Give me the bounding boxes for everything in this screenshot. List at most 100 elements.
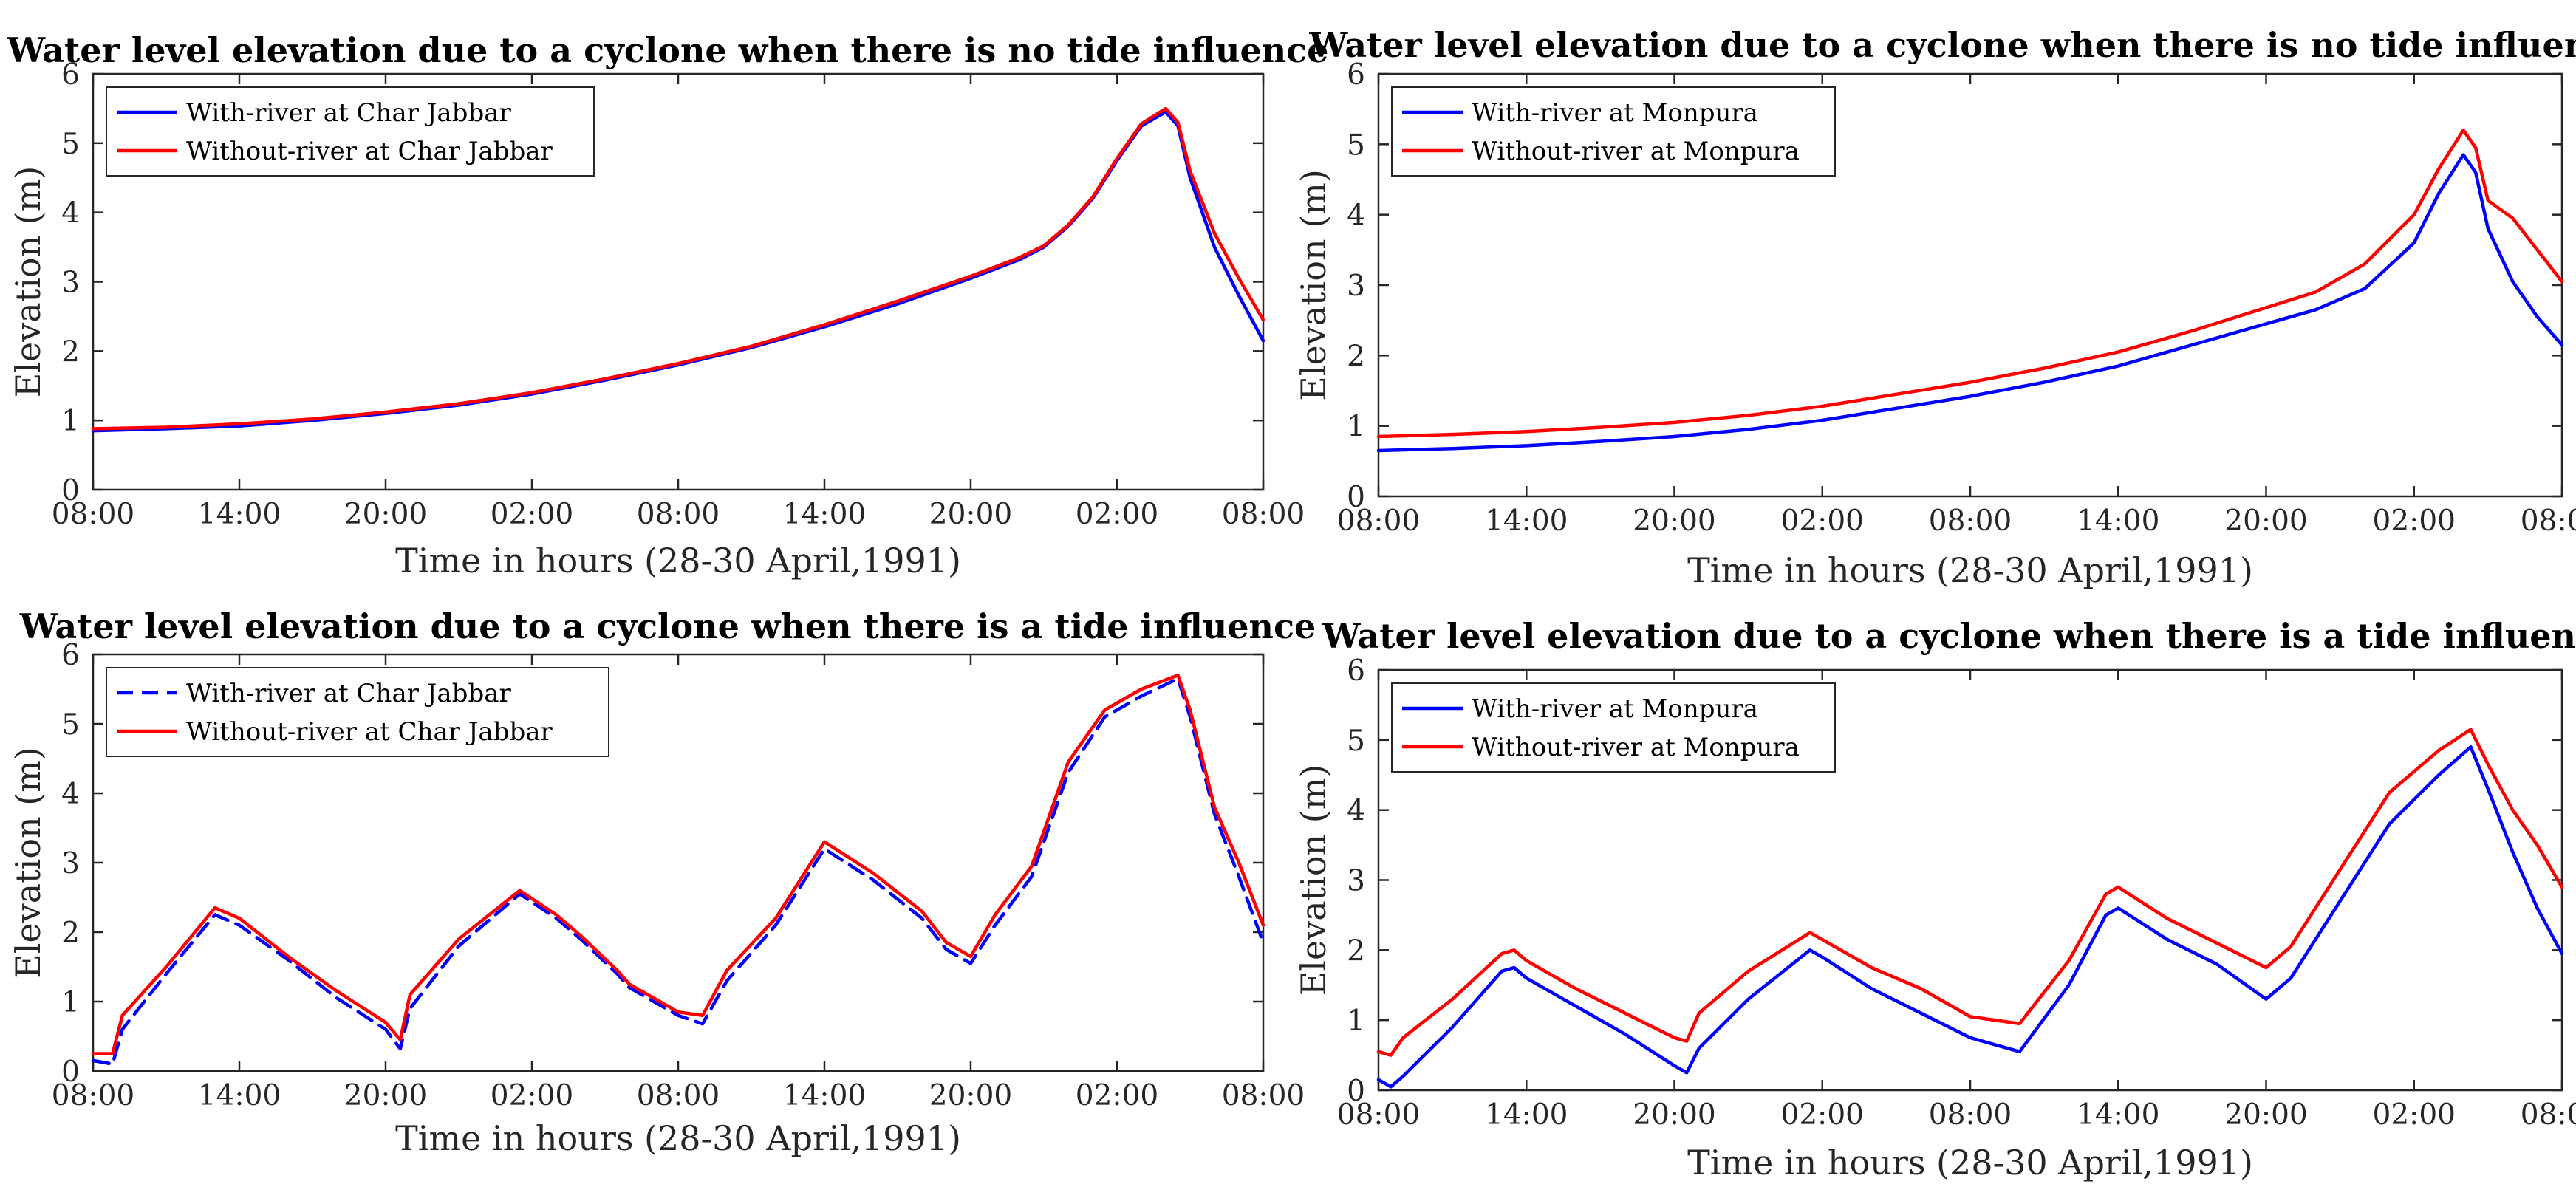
legend: With-river at Monpura Without-river at Mo… [1391, 86, 1836, 177]
x-tick-label: 20:00 [2224, 1098, 2307, 1132]
x-tick-label: 14:00 [2077, 504, 2159, 538]
x-tick-label: 20:00 [2224, 504, 2307, 538]
x-tick-label: 20:00 [929, 498, 1012, 531]
legend-box [1391, 682, 1836, 773]
y-tick-label: 6 [1347, 654, 1365, 688]
legend: With-river at Monpura Without-river at Mo… [1391, 682, 1836, 773]
x-tick-label: 08:00 [2521, 1098, 2576, 1132]
chart-panel-2: Water level elevation due to a cyclone w… [1294, 25, 2576, 590]
chart-title: Water level elevation due to a cyclone w… [7, 30, 1329, 70]
x-tick-label: 14:00 [1485, 1098, 1568, 1132]
x-tick-label: 08:00 [52, 498, 134, 531]
x-tick-label: 14:00 [198, 498, 281, 531]
y-tick-label: 4 [1347, 199, 1365, 233]
y-tick-label: 1 [1347, 411, 1365, 444]
x-axis-label: Time in hours (28-30 April,1991) [395, 541, 961, 581]
legend-label: Without-river at Monpura [1472, 733, 1800, 762]
y-tick-label: 4 [61, 778, 80, 811]
y-tick-label: 1 [61, 405, 80, 438]
x-tick-label: 08:00 [1929, 504, 2012, 538]
x-tick-label: 08:00 [52, 1079, 134, 1112]
x-tick-label: 20:00 [929, 1079, 1012, 1112]
x-tick-label: 20:00 [344, 1079, 427, 1112]
y-tick-label: 2 [1347, 340, 1365, 373]
y-tick-label: 3 [1347, 270, 1365, 303]
y-axis-label: Elevation (m) [1294, 764, 1333, 996]
y-axis-label: Elevation (m) [1294, 169, 1333, 401]
y-tick-label: 5 [1347, 725, 1365, 758]
y-tick-label: 2 [61, 917, 80, 950]
x-tick-label: 02:00 [2373, 504, 2456, 538]
chart-panel-1: Water level elevation due to a cyclone w… [7, 30, 1329, 581]
y-tick-label: 0 [1347, 481, 1365, 514]
x-tick-label: 02:00 [1781, 504, 1864, 538]
x-tick-label: 08:00 [1222, 498, 1305, 531]
x-tick-label: 08:00 [1222, 1079, 1305, 1112]
y-tick-label: 4 [61, 197, 80, 230]
y-tick-label: 4 [1347, 795, 1365, 828]
series-line-without-river [1376, 129, 2564, 439]
legend-label: Without-river at Monpura [1472, 137, 1800, 166]
legend-label: Without-river at Char Jabbar [186, 717, 553, 747]
x-tick-label: 08:00 [2521, 504, 2576, 538]
x-tick-label: 02:00 [1076, 498, 1158, 531]
x-axis-label: Time in hours (28-30 April,1991) [1687, 550, 2253, 590]
y-tick-label: 2 [1347, 934, 1365, 968]
x-tick-label: 08:00 [637, 498, 720, 531]
x-tick-label: 02:00 [1076, 1079, 1158, 1112]
series-line-without-river [1376, 728, 2564, 1057]
x-tick-label: 08:00 [1337, 504, 1420, 538]
y-tick-label: 3 [61, 267, 80, 300]
legend-label: With-river at Char Jabbar [186, 98, 511, 128]
series-line-with-river [1376, 745, 2564, 1089]
x-tick-label: 02:00 [491, 498, 573, 531]
legend-box [106, 86, 595, 177]
y-tick-label: 6 [61, 58, 80, 92]
x-tick-label: 08:00 [1929, 1098, 2012, 1132]
x-tick-label: 02:00 [491, 1079, 573, 1112]
x-tick-label: 02:00 [1781, 1098, 1864, 1132]
chart-title: Water level elevation due to a cyclone w… [1309, 25, 2576, 65]
x-tick-label: 14:00 [783, 1079, 866, 1112]
x-axis-label: Time in hours (28-30 April,1991) [1687, 1143, 2253, 1183]
y-tick-label: 0 [61, 474, 80, 507]
x-tick-label: 20:00 [1633, 504, 1715, 538]
x-tick-label: 14:00 [2077, 1098, 2159, 1132]
y-tick-label: 0 [1347, 1075, 1365, 1108]
y-tick-label: 5 [1347, 129, 1365, 162]
y-tick-label: 6 [1347, 58, 1365, 92]
y-tick-label: 3 [61, 847, 80, 880]
y-tick-label: 2 [61, 335, 80, 369]
y-axis-label: Elevation (m) [8, 166, 48, 398]
legend: With-river at Char Jabbar Without-river a… [106, 667, 609, 757]
y-tick-label: 5 [61, 128, 80, 161]
legend-box [106, 667, 609, 757]
x-axis-label: Time in hours (28-30 April,1991) [395, 1118, 961, 1158]
legend-label: With-river at Monpura [1472, 98, 1758, 128]
series-line-with-river [91, 677, 1265, 1066]
x-tick-label: 14:00 [198, 1079, 281, 1112]
x-tick-label: 08:00 [637, 1079, 720, 1112]
y-tick-label: 0 [61, 1055, 80, 1089]
y-tick-label: 1 [61, 986, 80, 1019]
chart-title: Water level elevation due to a cyclone w… [19, 606, 1316, 646]
y-tick-label: 6 [61, 639, 80, 672]
x-tick-label: 20:00 [1633, 1098, 1715, 1132]
y-axis-label: Elevation (m) [8, 747, 48, 979]
chart-panel-4: Water level elevation due to a cyclone w… [1294, 616, 2576, 1183]
x-tick-label: 02:00 [2373, 1098, 2456, 1132]
chart-title: Water level elevation due to a cyclone w… [1322, 616, 2576, 656]
x-tick-label: 14:00 [1485, 504, 1568, 538]
x-tick-label: 14:00 [783, 498, 866, 531]
legend-label: Without-river at Char Jabbar [186, 137, 553, 166]
y-tick-label: 5 [61, 708, 80, 742]
legend-label: With-river at Monpura [1472, 694, 1758, 724]
x-tick-label: 08:00 [1337, 1098, 1420, 1132]
chart-panel-3: Water level elevation due to a cyclone w… [8, 606, 1316, 1158]
x-tick-label: 20:00 [344, 498, 427, 531]
y-tick-label: 1 [1347, 1005, 1365, 1038]
series-line-with-river [1376, 153, 2564, 453]
y-tick-label: 3 [1347, 865, 1365, 898]
series-line-without-river [91, 106, 1265, 431]
